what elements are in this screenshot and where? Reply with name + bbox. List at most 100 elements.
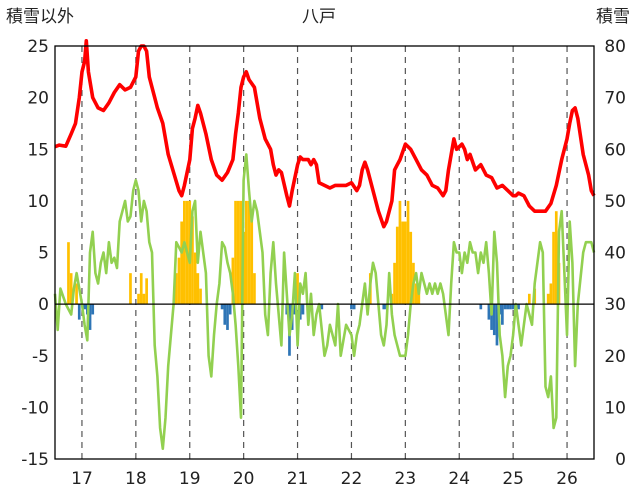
bar-7 xyxy=(91,304,95,315)
bar-15 xyxy=(180,221,184,305)
bar-62 xyxy=(487,304,491,320)
bar-44 xyxy=(320,304,324,310)
y-right-tick-label: 20 xyxy=(604,347,626,367)
right-axis-label: 積雪 xyxy=(596,7,630,27)
axis-frame xyxy=(54,45,595,460)
x-tick-label: 18 xyxy=(125,469,147,489)
bar-9 xyxy=(137,293,140,305)
bar-32 xyxy=(244,200,248,305)
bar-19 xyxy=(191,216,194,305)
bar-67 xyxy=(501,304,504,325)
y-left-tick-label: 25 xyxy=(27,37,49,57)
y-left-tick-label: 10 xyxy=(27,192,49,212)
temperature-line xyxy=(53,153,596,450)
bar-61 xyxy=(479,304,483,310)
bar-23 xyxy=(220,304,224,310)
x-tick-label: 22 xyxy=(341,469,363,489)
bar-28 xyxy=(234,200,237,305)
plot-background xyxy=(55,46,594,459)
y-left-tick-label: -10 xyxy=(21,398,49,418)
bar-25 xyxy=(226,304,229,330)
line-series xyxy=(53,39,596,450)
bar-48 xyxy=(382,304,386,310)
bar-4 xyxy=(83,304,86,310)
bar-55 xyxy=(404,221,407,305)
bar-14 xyxy=(177,257,181,305)
bar-76 xyxy=(546,293,550,305)
y-right-tick-label: 0 xyxy=(615,450,626,470)
y-left-tick-label: 0 xyxy=(38,295,49,315)
x-tick-label: 21 xyxy=(287,469,309,489)
bar-79 xyxy=(554,211,558,305)
vertical-grid xyxy=(81,46,568,459)
bar-68 xyxy=(503,304,507,310)
bar-26 xyxy=(228,304,232,315)
bar-3 xyxy=(77,304,81,320)
y-left-tick-label: -5 xyxy=(32,347,49,367)
bar-35 xyxy=(253,273,256,305)
bar-52 xyxy=(395,226,399,305)
bar-70 xyxy=(509,304,512,310)
y-right-tick-label: 50 xyxy=(604,192,626,212)
bar-69 xyxy=(506,304,510,310)
bar-59 xyxy=(414,283,418,305)
y-right-tick-label: 60 xyxy=(604,140,626,160)
x-tick-label: 24 xyxy=(448,469,470,489)
x-tick-label: 19 xyxy=(179,469,201,489)
bar-51 xyxy=(393,262,396,305)
y-right-tick-label: 80 xyxy=(604,37,626,57)
y-left-tick-label: 5 xyxy=(38,244,49,264)
bar-1 xyxy=(69,273,73,305)
bar-20 xyxy=(193,252,197,305)
chart-title: 八戸 xyxy=(302,7,336,27)
plot-border xyxy=(54,45,595,460)
y-left-tick-label: -15 xyxy=(21,450,49,470)
bar-34 xyxy=(250,221,254,305)
bar-77 xyxy=(549,283,553,305)
bar-71 xyxy=(511,304,515,310)
bar-74 xyxy=(527,293,531,305)
x-tick-label: 20 xyxy=(233,469,255,489)
bar-78 xyxy=(552,231,555,305)
bar-73 xyxy=(517,304,520,310)
x-tick-label: 23 xyxy=(395,469,417,489)
y-right-tick-label: 70 xyxy=(604,89,626,109)
bar-65 xyxy=(495,304,499,346)
bar-63 xyxy=(490,304,493,330)
bar-12 xyxy=(145,278,148,305)
bar-2 xyxy=(75,283,78,305)
bar-11 xyxy=(142,293,146,305)
bar-13 xyxy=(174,273,178,305)
bar-10 xyxy=(139,273,143,305)
bar-30 xyxy=(239,200,243,305)
plot-area xyxy=(55,46,594,459)
y-right-tick-label: 30 xyxy=(604,295,626,315)
bar-6 xyxy=(88,304,92,330)
x-tick-label: 17 xyxy=(71,469,93,489)
bar-29 xyxy=(236,200,240,305)
y-left-tick-label: 15 xyxy=(27,140,49,160)
y-right-tick-label: 40 xyxy=(604,244,626,264)
bar-57 xyxy=(409,231,413,305)
bar-40 xyxy=(296,273,299,305)
bar-42 xyxy=(301,304,305,315)
x-tick-label: 25 xyxy=(502,469,524,489)
bar-53 xyxy=(398,200,402,305)
bar-64 xyxy=(492,304,496,336)
bar-24 xyxy=(223,304,227,325)
bar-22 xyxy=(199,288,202,305)
bar-46 xyxy=(352,304,356,310)
bar-56 xyxy=(406,200,410,305)
bar-27 xyxy=(231,257,235,305)
bar-33 xyxy=(247,200,251,305)
left-axis-label: 積雪以外 xyxy=(6,7,74,27)
bar-45 xyxy=(350,304,353,310)
y-left-tick-label: 20 xyxy=(27,89,49,109)
x-tick-label: 26 xyxy=(556,469,578,489)
bar-16 xyxy=(183,200,186,305)
bar-8 xyxy=(129,273,132,305)
snow-depth-line xyxy=(54,39,596,229)
bar-39 xyxy=(293,304,297,315)
